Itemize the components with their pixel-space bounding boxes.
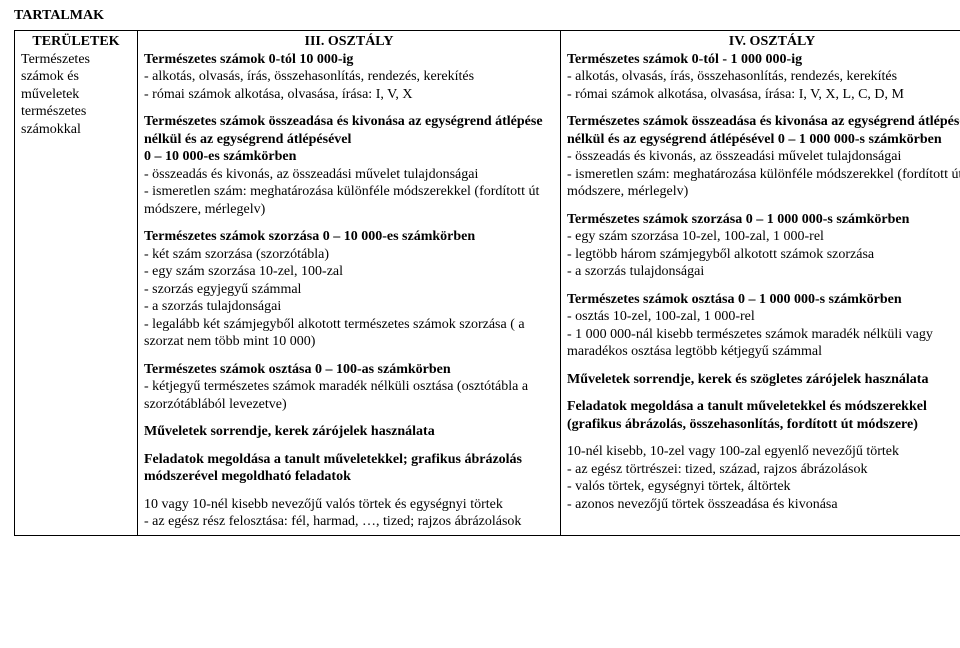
block-line: - alkotás, olvasás, írás, összehasonlítá… <box>567 68 960 86</box>
block-lead: Természetes számok szorzása 0 – 1 000 00… <box>567 211 960 229</box>
content-block: Természetes számok osztása 0 – 1 000 000… <box>567 291 960 361</box>
block-line: - osztás 10-zel, 100-zal, 1 000-rel <box>567 308 960 326</box>
sidebar-line: műveletek <box>21 86 131 104</box>
block-lead: Természetes számok osztása 0 – 100-as sz… <box>144 361 554 379</box>
sidebar-line: természetes <box>21 103 131 121</box>
block-line: - a szorzás tulajdonságai <box>567 263 960 281</box>
sidebar-line: számokkal <box>21 121 131 139</box>
block-lead: Természetes számok 0-tól 10 000-ig <box>144 51 554 69</box>
block-line: - azonos nevezőjű törtek összeadása és k… <box>567 496 960 514</box>
content-block: Természetes számok 0-tól 10 000-ig- alko… <box>144 51 554 104</box>
block-lead: Természetes számok összeadása és kivonás… <box>567 113 960 148</box>
content-block: Természetes számok szorzása 0 – 1 000 00… <box>567 211 960 281</box>
block-line: - 1 000 000-nál kisebb természetes számo… <box>567 326 960 361</box>
block-line: - legalább két számjegyből alkotott term… <box>144 316 554 351</box>
block-line: - egy szám szorzása 10-zel, 100-zal, 1 0… <box>567 228 960 246</box>
block-line: - legtöbb három számjegyből alkotott szá… <box>567 246 960 264</box>
sidebar-header: TERÜLETEK <box>21 33 131 51</box>
block-lead: Természetes számok szorzása 0 – 10 000-e… <box>144 228 554 246</box>
block-line: - kétjegyű természetes számok maradék né… <box>144 378 554 413</box>
block-lead: Feladatok megoldása a tanult műveletekke… <box>144 451 554 486</box>
content-block: Természetes számok 0-tól - 1 000 000-ig-… <box>567 51 960 104</box>
content-block: Feladatok megoldása a tanult műveletekke… <box>567 398 960 433</box>
sidebar-body: Természetesszámok ésműveletektermészetes… <box>21 51 131 139</box>
sidebar-line: Természetes <box>21 51 131 69</box>
col4-header: IV. OSZTÁLY <box>567 33 960 51</box>
block-lead: Feladatok megoldása a tanult műveletekke… <box>567 398 960 433</box>
block-lead: Természetes számok 0-tól - 1 000 000-ig <box>567 51 960 69</box>
content-block: 10 vagy 10-nél kisebb nevezőjű valós tör… <box>144 496 554 531</box>
block-line: - összeadás és kivonás, az összeadási mű… <box>144 166 554 184</box>
block-lead: Műveletek sorrendje, kerek és szögletes … <box>567 371 960 389</box>
block-line: - szorzás egyjegyű számmal <box>144 281 554 299</box>
content-block: Természetes számok összeadása és kivonás… <box>567 113 960 201</box>
content-block: Feladatok megoldása a tanult műveletekke… <box>144 451 554 486</box>
col3-header: III. OSZTÁLY <box>144 33 554 51</box>
block-line: - ismeretlen szám: meghatározása különfé… <box>144 183 554 218</box>
block-line: - két szám szorzása (szorzótábla) <box>144 246 554 264</box>
block-line: 10 vagy 10-nél kisebb nevezőjű valós tör… <box>144 496 554 514</box>
content-block: Műveletek sorrendje, kerek és szögletes … <box>567 371 960 389</box>
content-table: TERÜLETEK Természetesszámok ésműveletekt… <box>14 30 960 536</box>
page-title: TARTALMAK <box>14 8 946 24</box>
block-line: - összeadás és kivonás, az összeadási mű… <box>567 148 960 166</box>
sidebar-line: számok és <box>21 68 131 86</box>
block-line: - az egész rész felosztása: fél, harmad,… <box>144 513 554 531</box>
block-lead: Műveletek sorrendje, kerek zárójelek has… <box>144 423 554 441</box>
block-lead: Természetes számok összeadása és kivonás… <box>144 113 554 148</box>
block-line: - római számok alkotása, olvasása, írása… <box>144 86 554 104</box>
content-block: Természetes számok osztása 0 – 100-as sz… <box>144 361 554 414</box>
block-lead: Természetes számok osztása 0 – 1 000 000… <box>567 291 960 309</box>
block-line: - római számok alkotása, olvasása, írása… <box>567 86 960 104</box>
content-block: Műveletek sorrendje, kerek zárójelek has… <box>144 423 554 441</box>
block-line: - alkotás, olvasás, írás, összehasonlítá… <box>144 68 554 86</box>
content-block: Természetes számok szorzása 0 – 10 000-e… <box>144 228 554 351</box>
block-line: - a szorzás tulajdonságai <box>144 298 554 316</box>
block-line: - egy szám szorzása 10-zel, 100-zal <box>144 263 554 281</box>
col3-body: Természetes számok 0-tól 10 000-ig- alko… <box>144 51 554 531</box>
col4-body: Természetes számok 0-tól - 1 000 000-ig-… <box>567 51 960 514</box>
block-line: - az egész törtrészei: tized, század, ra… <box>567 461 960 479</box>
content-block: 10-nél kisebb, 10-zel vagy 100-zal egyen… <box>567 443 960 513</box>
block-line: - ismeretlen szám: meghatározása különfé… <box>567 166 960 201</box>
block-lead2: 0 – 10 000-es számkörben <box>144 148 554 166</box>
content-block: Természetes számok összeadása és kivonás… <box>144 113 554 218</box>
block-line: 10-nél kisebb, 10-zel vagy 100-zal egyen… <box>567 443 960 461</box>
block-line: - valós törtek, egységnyi törtek, áltört… <box>567 478 960 496</box>
